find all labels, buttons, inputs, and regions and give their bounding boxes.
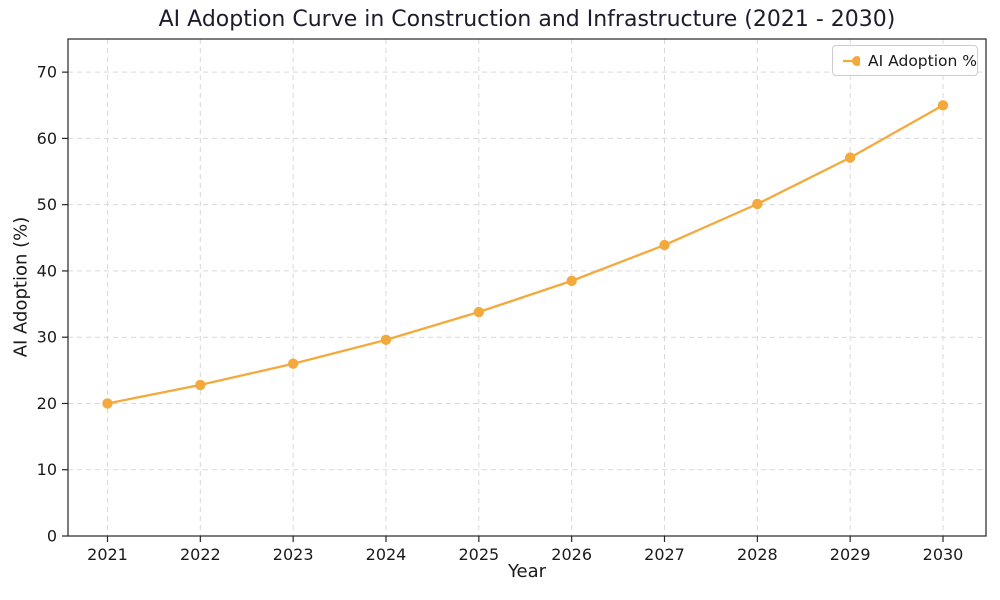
x-tick-label: 2028 xyxy=(737,545,778,564)
data-point-2030 xyxy=(937,100,949,111)
data-point-2024 xyxy=(380,334,392,346)
x-axis-label: Year xyxy=(507,561,547,582)
data-line xyxy=(106,104,945,405)
data-point-2025 xyxy=(473,306,485,318)
chart-title: AI Adoption Curve in Construction and In… xyxy=(158,7,896,32)
x-tick-label: 2021 xyxy=(87,545,128,564)
data-point-2027 xyxy=(659,239,670,251)
x-tick-label: 2024 xyxy=(366,545,407,564)
legend-label: AI Adoption % xyxy=(868,51,977,70)
x-tick-label: 2025 xyxy=(458,545,499,564)
x-tick-label: 2022 xyxy=(180,545,221,564)
y-tick-label: 40 xyxy=(37,261,57,280)
y-tick-label: 50 xyxy=(37,195,57,214)
y-tick-label: 20 xyxy=(37,394,57,413)
x-tick-label: 2023 xyxy=(273,545,314,564)
y-tick-label: 30 xyxy=(37,328,57,347)
data-point-2022 xyxy=(195,379,206,391)
legend: AI Adoption % xyxy=(832,45,978,76)
x-tick-label: 2027 xyxy=(644,545,685,564)
y-tick-label: 0 xyxy=(47,527,57,546)
y-axis-label: AI Adoption (%) xyxy=(10,216,32,358)
y-tick-label: 60 xyxy=(37,129,57,148)
data-point-2028 xyxy=(752,198,763,210)
plot-border xyxy=(67,38,987,537)
data-point-2026 xyxy=(566,275,577,287)
data-point-2029 xyxy=(844,152,856,163)
x-tick-label: 2026 xyxy=(551,545,592,564)
x-tick-label: 2030 xyxy=(923,545,964,564)
y-tick-label: 10 xyxy=(37,460,57,479)
x-tick-label: 2029 xyxy=(830,545,871,564)
y-tick-label: 70 xyxy=(37,63,57,82)
data-point-2023 xyxy=(287,358,299,369)
legend-line-marker-icon xyxy=(843,55,861,66)
data-point-2021 xyxy=(102,398,113,409)
